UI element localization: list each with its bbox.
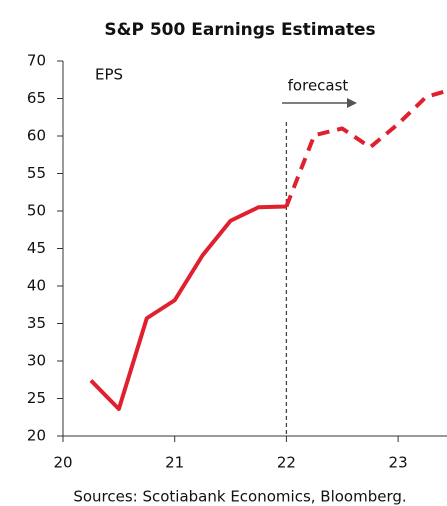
y-axis-label: EPS (95, 66, 123, 84)
y-tick-label: 50 (27, 202, 46, 220)
y-tick-label: 70 (27, 52, 46, 70)
x-tick-label: 23 (389, 454, 408, 472)
y-tick-label: 25 (27, 389, 46, 407)
y-tick-label: 30 (27, 352, 46, 370)
series-line (89, 204, 287, 411)
chart-title: S&P 500 Earnings Estimates (104, 20, 375, 40)
y-tick-label: 45 (27, 239, 46, 257)
source: Sources: Scotiabank Economics, Bloomberg… (73, 488, 406, 506)
arrow-head (347, 98, 357, 108)
y-tick-label: 55 (27, 164, 46, 182)
annotation: forecast (288, 77, 349, 95)
y-tick-label: 60 (27, 127, 46, 145)
x-tick-label: 22 (277, 454, 296, 472)
y-tick-label: 35 (27, 314, 46, 332)
x-tick-label: 20 (53, 454, 72, 472)
series-line (284, 88, 447, 208)
y-tick-label: 20 (27, 427, 46, 445)
x-tick-label: 21 (165, 454, 184, 472)
y-tick-label: 65 (27, 89, 46, 107)
y-tick-label: 40 (27, 277, 46, 295)
